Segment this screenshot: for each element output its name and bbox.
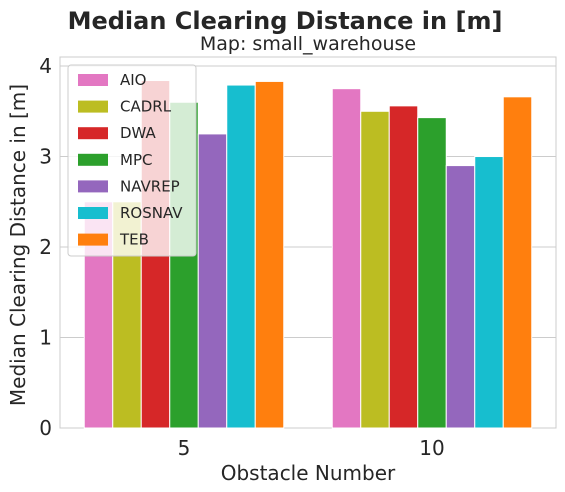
chart-subtitle: Map: small_warehouse xyxy=(200,33,416,55)
y-axis-label: Median Clearing Distance in [m] xyxy=(6,84,30,406)
legend-label-rosnav: ROSNAV xyxy=(120,204,183,222)
legend: AIO CADRL DWA MPC NAVREP ROSNAV TEB xyxy=(67,64,197,257)
x-tick-label: 10 xyxy=(419,436,444,460)
legend-swatch-mpc xyxy=(78,153,108,166)
legend-swatch-navrep xyxy=(78,180,108,193)
bar-navrep-5 xyxy=(197,133,228,429)
y-tick-label: 1 xyxy=(39,326,52,350)
y-ticks: 0 1 2 3 4 xyxy=(39,54,52,440)
y-tick-label: 3 xyxy=(39,145,52,169)
y-tick-label: 0 xyxy=(39,416,52,440)
bar-navrep-10 xyxy=(445,165,476,429)
legend-swatch-dwa xyxy=(78,127,108,140)
bar-teb-10 xyxy=(502,96,533,429)
bar-dwa-10 xyxy=(388,105,419,429)
legend-swatch-rosnav xyxy=(78,207,108,219)
legend-label-mpc: MPC xyxy=(120,151,152,169)
y-tick-label: 2 xyxy=(39,235,52,259)
bar-rosnav-10 xyxy=(474,156,504,429)
x-axis-label: Obstacle Number xyxy=(221,461,396,485)
bar-cadrl-10 xyxy=(360,110,390,429)
legend-label-cadrl: CADRL xyxy=(120,98,172,116)
bar-mpc-10 xyxy=(417,117,447,429)
legend-label-navrep: NAVREP xyxy=(120,177,180,195)
legend-swatch-cadrl xyxy=(78,100,108,113)
chart-title: Median Clearing Distance in [m] xyxy=(68,7,503,35)
x-tick-label: 5 xyxy=(178,436,191,460)
bar-rosnav-5 xyxy=(226,84,256,429)
legend-label-teb: TEB xyxy=(119,231,149,249)
legend-swatch-teb xyxy=(78,233,108,246)
bar-teb-5 xyxy=(254,80,285,429)
y-tick-label: 4 xyxy=(39,54,52,78)
legend-label-dwa: DWA xyxy=(120,124,157,142)
legend-label-aio: AIO xyxy=(120,71,147,89)
x-ticks: 5 10 xyxy=(178,436,445,460)
legend-swatch-aio xyxy=(78,74,108,86)
bar-aio-10 xyxy=(331,88,362,429)
